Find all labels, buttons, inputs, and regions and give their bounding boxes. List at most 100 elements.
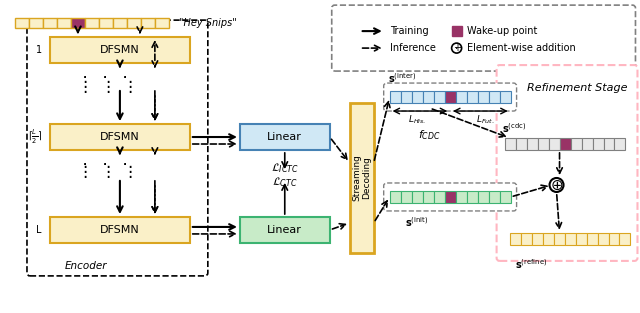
Text: $\lceil\frac{L}{2}\rceil$: $\lceil\frac{L}{2}\rceil$ <box>28 128 42 146</box>
Bar <box>141 18 155 28</box>
Text: ·: · <box>106 159 111 177</box>
Text: $\oplus$: $\oplus$ <box>550 177 563 192</box>
Bar <box>57 18 71 28</box>
Bar <box>477 191 488 203</box>
FancyBboxPatch shape <box>497 65 637 261</box>
Text: ·: · <box>103 158 107 172</box>
Text: ·: · <box>83 158 87 172</box>
Bar <box>570 138 582 150</box>
Text: $L_{His.}$: $L_{His.}$ <box>408 113 426 126</box>
Bar <box>50 217 190 243</box>
Text: ·: · <box>123 71 127 85</box>
Text: ·: · <box>127 164 132 182</box>
Text: ·: · <box>103 158 107 172</box>
Text: ·: · <box>103 71 107 85</box>
Bar <box>477 91 488 103</box>
Text: ·: · <box>106 79 111 97</box>
Text: $L_{Fut.}$: $L_{Fut.}$ <box>476 113 494 126</box>
Text: ·: · <box>123 158 127 172</box>
Bar <box>390 91 401 103</box>
Text: ·: · <box>106 74 111 92</box>
Text: $\mathbf{s}^{(\mathrm{cdc})}$: $\mathbf{s}^{(\mathrm{cdc})}$ <box>502 121 526 135</box>
Text: ·: · <box>83 74 88 92</box>
Text: DFSMN: DFSMN <box>100 45 140 55</box>
Bar <box>527 138 538 150</box>
Bar <box>488 91 500 103</box>
Bar <box>50 124 190 150</box>
Bar <box>554 233 564 245</box>
Text: ·: · <box>83 159 88 177</box>
Text: Linear: Linear <box>268 132 302 142</box>
Bar <box>559 138 570 150</box>
Text: $\mathbf{s}^{(\mathrm{inter})}$: $\mathbf{s}^{(\mathrm{inter})}$ <box>388 71 416 85</box>
Bar <box>548 138 559 150</box>
Text: ·: · <box>123 158 127 172</box>
Text: "Hey Snips": "Hey Snips" <box>179 18 237 28</box>
Bar <box>456 191 467 203</box>
Bar <box>614 138 625 150</box>
Text: DFSMN: DFSMN <box>100 225 140 235</box>
Text: ·: · <box>123 71 127 85</box>
Bar <box>500 191 511 203</box>
Bar <box>434 191 445 203</box>
FancyBboxPatch shape <box>384 83 516 111</box>
Bar <box>543 233 554 245</box>
Text: 1: 1 <box>36 45 42 55</box>
Text: Streaming
Decoding: Streaming Decoding <box>352 155 371 202</box>
Bar <box>575 233 586 245</box>
Bar <box>50 37 190 63</box>
Bar <box>520 233 532 245</box>
Bar <box>456 91 467 103</box>
Bar <box>538 138 548 150</box>
Text: Inference: Inference <box>390 43 436 53</box>
Bar <box>412 191 422 203</box>
Bar <box>564 233 575 245</box>
Bar <box>500 91 511 103</box>
Text: ·: · <box>127 79 132 97</box>
Text: ·: · <box>83 158 87 172</box>
Text: ·: · <box>83 71 87 85</box>
Text: ·: · <box>127 74 132 92</box>
Bar <box>422 191 434 203</box>
Bar <box>516 138 527 150</box>
Text: ·: · <box>103 158 107 172</box>
Text: Encoder: Encoder <box>65 261 108 271</box>
Bar <box>445 191 456 203</box>
Bar <box>604 138 614 150</box>
Text: ·: · <box>106 164 111 182</box>
Text: ·: · <box>123 158 127 172</box>
Bar <box>422 91 434 103</box>
Text: Refinement Stage: Refinement Stage <box>527 83 627 93</box>
Bar <box>85 18 99 28</box>
Text: $\mathcal{L}_{CTC}$: $\mathcal{L}_{CTC}$ <box>272 175 298 189</box>
Text: ·: · <box>127 169 132 187</box>
Bar <box>532 233 543 245</box>
Bar <box>113 18 127 28</box>
Bar <box>390 191 401 203</box>
Bar <box>609 233 620 245</box>
Bar <box>412 91 422 103</box>
Bar <box>155 18 169 28</box>
Text: ·: · <box>83 84 88 102</box>
Bar <box>43 18 57 28</box>
Bar <box>434 91 445 103</box>
Bar <box>15 18 29 28</box>
Text: $\mathbf{s}^{(\mathrm{init})}$: $\mathbf{s}^{(\mathrm{init})}$ <box>404 215 428 229</box>
Bar <box>401 91 412 103</box>
Text: $\mathbf{s}^{(\mathrm{refine})}$: $\mathbf{s}^{(\mathrm{refine})}$ <box>515 257 547 271</box>
Bar <box>240 217 330 243</box>
Text: +: + <box>452 43 461 53</box>
Bar <box>240 124 330 150</box>
Bar <box>445 91 456 103</box>
Text: $f_{CDC}$: $f_{CDC}$ <box>419 128 441 142</box>
Bar <box>488 191 500 203</box>
Text: ·: · <box>127 84 132 102</box>
Circle shape <box>550 178 564 192</box>
FancyBboxPatch shape <box>384 183 516 211</box>
Bar <box>71 18 85 28</box>
FancyBboxPatch shape <box>27 20 208 276</box>
Text: ·: · <box>83 79 88 97</box>
Text: ·: · <box>83 158 87 172</box>
FancyBboxPatch shape <box>332 5 636 71</box>
Text: ·: · <box>83 169 88 187</box>
